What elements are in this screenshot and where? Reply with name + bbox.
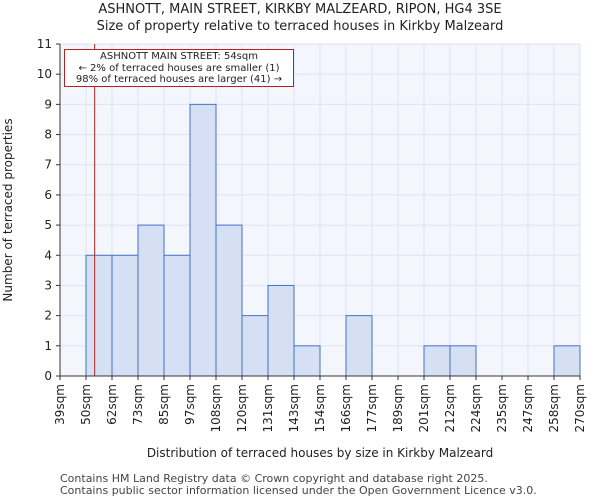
y-tick-label: 11	[37, 37, 52, 51]
x-tick-label: 85sqm	[157, 384, 171, 425]
histogram-bar	[137, 224, 165, 377]
x-tick-label: 270sqm	[573, 384, 587, 432]
y-tick-label: 6	[44, 188, 52, 202]
x-tick-label: 189sqm	[391, 384, 405, 432]
property-annotation-box: ASHNOTT MAIN STREET: 54sqm ← 2% of terra…	[64, 49, 294, 87]
y-tick-label: 0	[44, 369, 52, 383]
x-tick-label: 108sqm	[209, 384, 223, 432]
y-axis-label: Number of terraced properties	[1, 118, 15, 301]
histogram-bar	[267, 284, 295, 377]
x-axis-label: Distribution of terraced houses by size …	[147, 446, 493, 460]
x-tick-label: 97sqm	[183, 384, 197, 425]
x-tick-label: 154sqm	[313, 384, 327, 432]
x-tick-label: 235sqm	[495, 384, 509, 432]
y-tick-label: 3	[44, 278, 52, 292]
histogram-bar	[553, 345, 581, 377]
x-tick-label: 166sqm	[339, 384, 353, 432]
chart-subtitle: Size of property relative to terraced ho…	[96, 19, 504, 34]
y-tick-label: 1	[44, 339, 52, 353]
histogram-bar	[111, 254, 139, 377]
histogram-bar	[215, 224, 243, 377]
x-tick-label: 201sqm	[417, 384, 431, 432]
y-tick-label: 4	[44, 248, 52, 262]
y-tick-label: 7	[44, 158, 52, 172]
histogram-bar	[85, 254, 113, 377]
histogram-bar	[189, 103, 217, 377]
histogram-bar	[241, 315, 269, 377]
x-tick-label: 39sqm	[53, 384, 67, 425]
x-tick-label: 120sqm	[235, 384, 249, 432]
histogram-bar	[293, 345, 321, 377]
annotation-line-3: 98% of terraced houses are larger (41) →	[75, 74, 283, 85]
x-tick-label: 247sqm	[521, 384, 535, 432]
x-tick-label: 258sqm	[547, 384, 561, 432]
x-tick-label: 62sqm	[105, 384, 119, 425]
annotation-line-1: ASHNOTT MAIN STREET: 54sqm	[100, 51, 258, 62]
x-tick-label: 177sqm	[365, 384, 379, 432]
x-tick-label: 143sqm	[287, 384, 301, 432]
annotation-line-2: ← 2% of terraced houses are smaller (1)	[78, 62, 280, 74]
y-tick-label: 5	[44, 218, 52, 232]
y-tick-label: 8	[44, 128, 52, 142]
footer-line-2: Contains public sector information licen…	[60, 484, 537, 497]
histogram-bar	[449, 345, 477, 377]
x-tick-label: 224sqm	[469, 384, 483, 432]
x-tick-label: 212sqm	[443, 384, 457, 432]
x-tick-label: 50sqm	[79, 384, 93, 425]
chart-title: ASHNOTT, MAIN STREET, KIRKBY MALZEARD, R…	[98, 2, 502, 17]
x-tick-label: 73sqm	[131, 384, 145, 425]
histogram-bar	[345, 315, 373, 377]
x-tick-label: 131sqm	[261, 384, 275, 432]
y-tick-label: 2	[44, 309, 52, 323]
y-tick-label: 9	[44, 97, 52, 111]
footer-line-1: Contains HM Land Registry data © Crown c…	[60, 472, 488, 485]
histogram-bar	[163, 254, 191, 377]
histogram-bar	[423, 345, 451, 377]
y-tick-label: 10	[37, 67, 52, 81]
